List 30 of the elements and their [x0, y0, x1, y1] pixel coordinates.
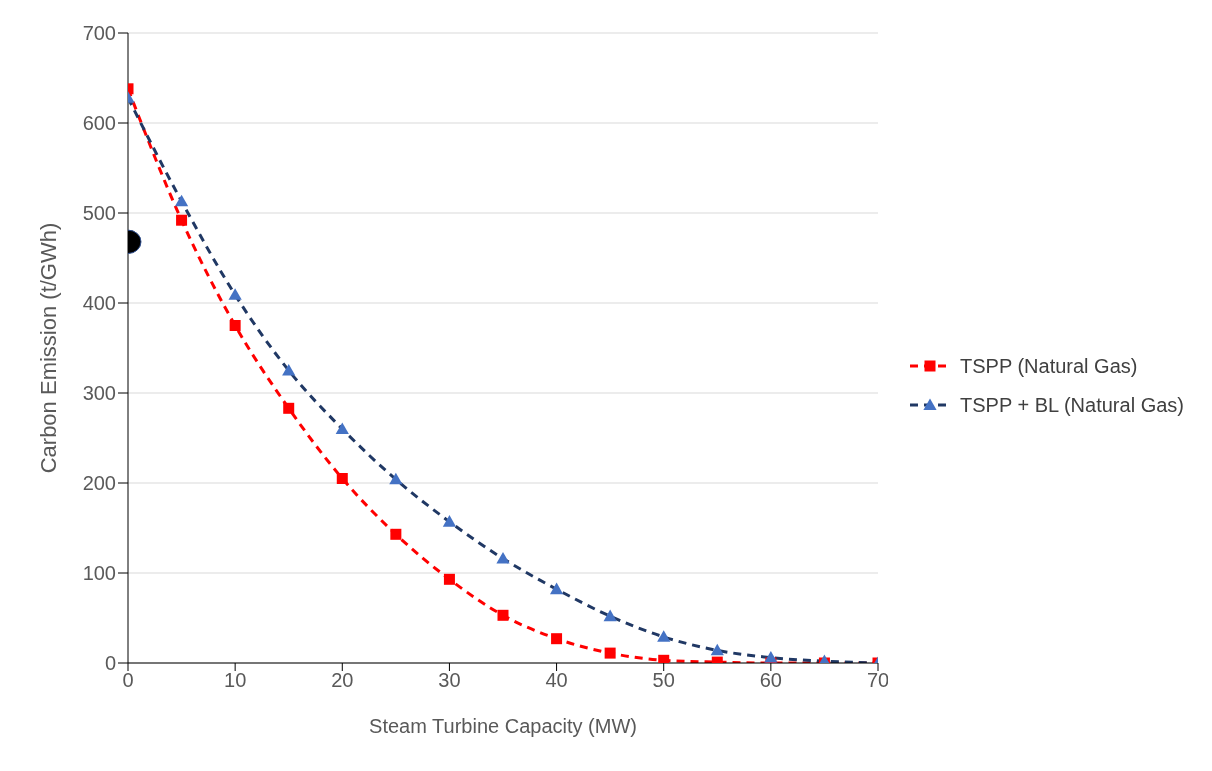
- x-tick-label: 70: [866, 669, 890, 692]
- x-tick-label: 0: [122, 669, 134, 692]
- legend-label: TSPP + BL (Natural Gas): [960, 393, 1184, 417]
- y-tick-label: 400: [82, 292, 116, 315]
- y-tick-label: 100: [82, 562, 116, 585]
- y-tick-label: 500: [82, 202, 116, 225]
- point: [390, 528, 402, 540]
- point: [229, 320, 241, 331]
- y-tick-label: 300: [82, 382, 116, 405]
- x-axis-title: Steam Turbine Capacity (MW): [369, 715, 637, 737]
- point: [658, 654, 670, 663]
- point: [443, 573, 455, 585]
- point: [604, 647, 616, 659]
- point: [551, 633, 563, 645]
- y-tick-label: 600: [82, 112, 116, 135]
- y-tick-label: 0: [104, 652, 116, 675]
- x-tick-label: 10: [224, 669, 247, 692]
- point: [283, 402, 295, 414]
- point: [497, 609, 509, 621]
- legend-label: TSPP (Natural Gas): [960, 354, 1138, 378]
- y-axis-title: Carbon Emission (t/GWh): [35, 222, 61, 474]
- point: [176, 214, 188, 226]
- y-tick-label: 200: [82, 472, 116, 495]
- x-tick-label: 40: [545, 669, 568, 692]
- x-tick-label: 20: [331, 669, 354, 692]
- x-tick-label: 60: [759, 669, 782, 692]
- point: [336, 473, 348, 484]
- y-tick-label: 700: [82, 22, 116, 45]
- x-tick-label: 30: [438, 669, 461, 692]
- x-tick-label: 50: [652, 669, 675, 692]
